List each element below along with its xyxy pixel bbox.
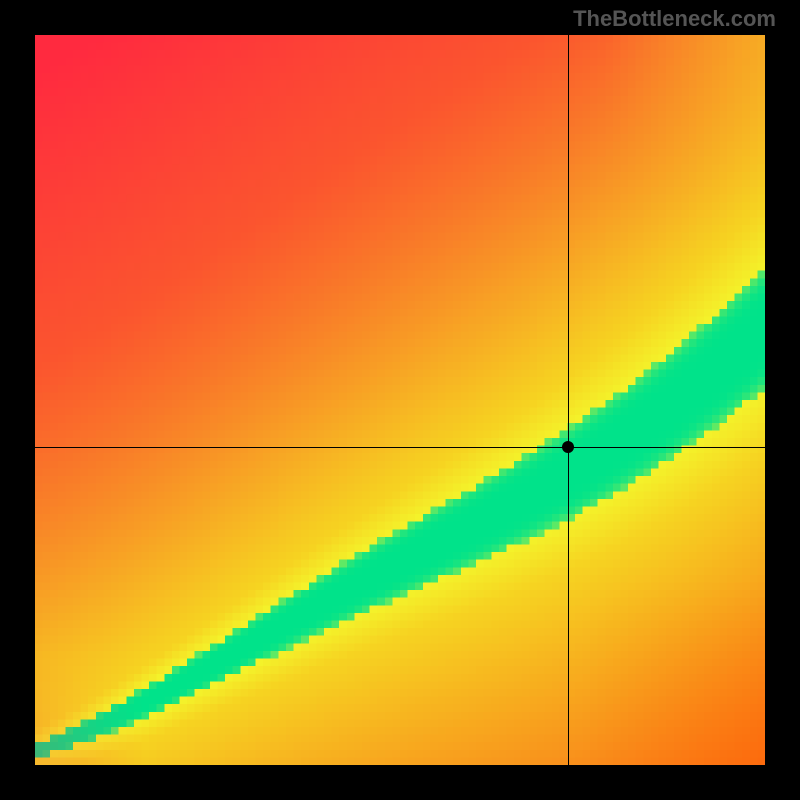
crosshair-marker <box>562 441 574 453</box>
plot-area <box>35 35 765 765</box>
heatmap-canvas <box>35 35 765 765</box>
watermark-text: TheBottleneck.com <box>573 6 776 32</box>
crosshair-vertical <box>568 35 569 765</box>
chart-container: TheBottleneck.com <box>0 0 800 800</box>
crosshair-horizontal <box>35 447 765 448</box>
